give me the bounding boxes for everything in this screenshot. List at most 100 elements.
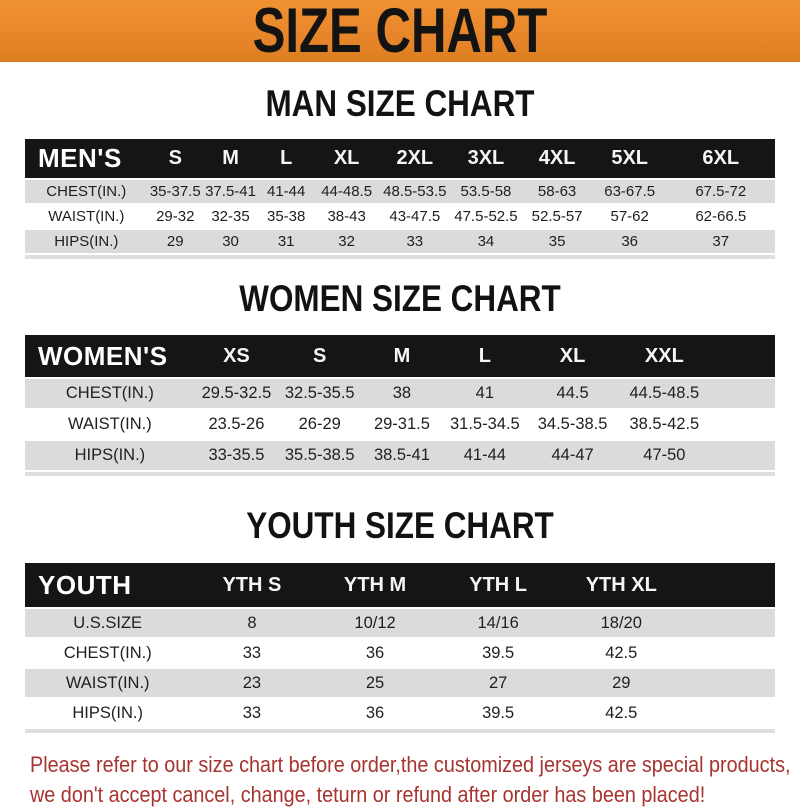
- youth-size-table: YOUTH YTH S YTH M YTH L YTH XL U.S.SIZE 8 10/12…: [25, 561, 775, 729]
- size-column-header: XS: [194, 335, 279, 377]
- size-column-header: 6XL: [666, 139, 775, 178]
- size-table-row: HIPS(IN.) 33 36 39.5 42.5: [25, 699, 775, 727]
- size-value-cell: 32.5-35.5: [284, 384, 355, 402]
- size-column-header: S: [147, 139, 203, 178]
- footer-note: Please refer to our size chart before or…: [30, 750, 800, 810]
- size-value-cell: 35-37.5: [149, 183, 201, 200]
- measurement-row-label: HIPS(IN.): [54, 233, 119, 250]
- row-spacer: [683, 699, 775, 727]
- size-column-header: M: [361, 335, 443, 377]
- size-value-cell: 47-50: [643, 446, 686, 464]
- row-spacer: [683, 669, 775, 697]
- size-value-cell: 48.5-53.5: [383, 183, 447, 200]
- size-value-cell: 63-67.5: [604, 183, 656, 200]
- size-value-cell: 23: [242, 673, 262, 692]
- size-value-cell: 18/20: [600, 613, 642, 632]
- size-value-cell: 29-32: [156, 208, 195, 225]
- size-value-cell: 53.5-58: [460, 183, 512, 200]
- size-column-header: 3XL: [450, 139, 522, 178]
- men-table-bottom-strip: [25, 255, 775, 259]
- size-value-cell: 33: [406, 233, 424, 250]
- size-value-cell: 29-31.5: [373, 415, 430, 433]
- size-column-header: XL: [314, 139, 380, 178]
- size-value-cell: 35-38: [266, 208, 306, 225]
- size-column-header: XXL: [617, 335, 711, 377]
- size-value-cell: 38.5-42.5: [629, 415, 700, 433]
- size-table-header-row: YOUTH YTH S YTH M YTH L YTH XL: [25, 563, 775, 607]
- size-value-cell: 37: [712, 233, 730, 250]
- row-spacer: [683, 639, 775, 667]
- size-value-cell: 32: [338, 233, 355, 250]
- size-column-header: XL: [527, 335, 618, 377]
- size-value-cell: 33: [242, 703, 262, 722]
- measurement-row-label: WAIST(IN.): [68, 415, 152, 433]
- youth-table-bottom-strip: [25, 729, 775, 733]
- size-value-cell: 27: [488, 673, 508, 692]
- size-table-row: HIPS(IN.) 29 30 31 32 33 34 35 36 37: [25, 230, 775, 253]
- size-value-cell: 32-35: [211, 208, 250, 225]
- measurement-row-label: HIPS(IN.): [74, 446, 146, 464]
- size-value-cell: 34: [477, 233, 495, 250]
- size-value-cell: 44-48.5: [321, 183, 373, 200]
- size-value-cell: 44.5-48.5: [629, 384, 700, 402]
- size-value-cell: 67.5-72: [695, 183, 747, 200]
- row-spacer: [711, 441, 775, 470]
- size-table-header-row: WOMEN'S XS S M L XL XXL: [25, 335, 775, 377]
- size-column-header: YTH L: [436, 563, 560, 607]
- size-value-cell: 35.5-38.5: [284, 446, 355, 464]
- size-value-cell: 36: [365, 643, 385, 662]
- banner: SIZE CHART: [0, 0, 800, 62]
- measurement-row-label: CHEST(IN.): [65, 384, 154, 402]
- size-value-cell: 31.5-34.5: [449, 415, 520, 433]
- size-value-cell: 8: [247, 613, 257, 632]
- women-size-table: WOMEN'S XS S M L XL XXL CHEST(IN.) 29.5-32.5 32.5…: [25, 333, 775, 472]
- banner-title: SIZE CHART: [252, 0, 548, 66]
- section-youth: YOUTH SIZE CHART YOUTH YTH S YTH M YTH L YTH…: [0, 507, 800, 733]
- size-value-cell: 38-43: [327, 208, 366, 225]
- size-column-header: YTH S: [190, 563, 314, 607]
- size-value-cell: 47.5-52.5: [454, 208, 518, 225]
- size-value-cell: 36: [365, 703, 385, 722]
- size-table-row: HIPS(IN.) 33-35.5 35.5-38.5 38.5-41 41-44 44-…: [25, 441, 775, 470]
- size-value-cell: 29.5-32.5: [201, 384, 272, 402]
- size-column-header: 4XL: [521, 139, 593, 178]
- size-value-cell: 29: [166, 233, 184, 250]
- size-value-cell: 33-35.5: [208, 446, 265, 464]
- size-column-header: 2XL: [379, 139, 451, 178]
- size-value-cell: 41-44: [463, 446, 506, 464]
- size-table-row: WAIST(IN.) 29-32 32-35 35-38 38-43 43-47.5 47.…: [25, 205, 775, 228]
- header-spacer: [682, 563, 775, 607]
- size-column-header: 5XL: [592, 139, 667, 178]
- youth-heading: YOUTH SIZE CHART: [246, 505, 554, 546]
- size-value-cell: 26-29: [298, 415, 341, 433]
- size-table-row: CHEST(IN.) 29.5-32.5 32.5-35.5 38 41 44.5 44.5…: [25, 379, 775, 408]
- women-table-bottom-strip: [25, 472, 775, 476]
- measurement-row-label: WAIST(IN.): [65, 673, 150, 692]
- size-column-header: L: [442, 335, 528, 377]
- row-spacer: [711, 410, 775, 439]
- size-value-cell: 62-66.5: [695, 208, 747, 225]
- size-value-cell: 57-62: [610, 208, 649, 225]
- row-spacer: [711, 379, 775, 408]
- size-value-cell: 34.5-38.5: [537, 415, 608, 433]
- size-column-header: YTH M: [313, 563, 437, 607]
- size-value-cell: 42.5: [605, 643, 638, 662]
- size-value-cell: 33: [242, 643, 262, 662]
- size-column-header: L: [258, 139, 315, 178]
- size-value-cell: 25: [365, 673, 385, 692]
- measurement-row-label: U.S.SIZE: [73, 613, 143, 632]
- size-value-cell: 41: [475, 384, 495, 402]
- size-table-row: CHEST(IN.) 33 36 39.5 42.5: [25, 639, 775, 667]
- size-value-cell: 31: [277, 233, 295, 250]
- size-column-header: M: [202, 139, 259, 178]
- size-value-cell: 14/16: [477, 613, 519, 632]
- size-table-row: CHEST(IN.) 35-37.5 37.5-41 41-44 44-48.5 48.5…: [25, 180, 775, 203]
- size-value-cell: 35: [548, 233, 566, 250]
- women-heading: WOMEN SIZE CHART: [239, 278, 561, 319]
- size-value-cell: 44-47: [551, 446, 594, 464]
- men-heading: MAN SIZE CHART: [265, 83, 535, 124]
- size-value-cell: 43-47.5: [389, 208, 441, 225]
- size-value-cell: 23.5-26: [208, 415, 265, 433]
- section-men: MAN SIZE CHART MEN'S S M L XL 2XL 3XL 4XL 5XL 6XL…: [0, 85, 800, 259]
- size-value-cell: 52.5-57: [531, 208, 583, 225]
